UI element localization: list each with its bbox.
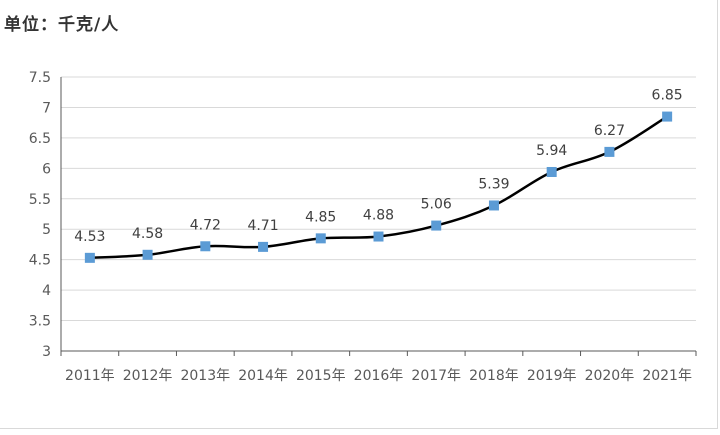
data-label: 4.85 — [305, 209, 336, 225]
y-tick-label: 4 — [42, 283, 51, 299]
axes — [60, 77, 697, 356]
x-axis-ticks: 2011年 2012年 2013年 2014年 2015年 2016年 2017年 2018年… — [65, 368, 692, 384]
y-tick-label: 7.5 — [29, 70, 51, 86]
data-marker — [662, 111, 673, 122]
x-tick-label: 2012年 — [123, 368, 173, 384]
data-marker — [431, 220, 442, 231]
data-marker — [258, 241, 269, 252]
y-tick-label: 6.5 — [29, 131, 51, 147]
data-label: 6.85 — [652, 88, 683, 104]
data-marker — [488, 200, 499, 211]
y-tick-label: 6 — [42, 161, 51, 177]
unit-label: 单位：千克/人 — [4, 15, 120, 35]
data-marker — [315, 233, 326, 244]
y-tick-label: 7 — [42, 100, 51, 116]
data-marker — [200, 241, 211, 252]
y-tick-label: 3.5 — [29, 314, 51, 330]
data-label: 4.53 — [74, 229, 105, 245]
x-tick-label: 2015年 — [296, 368, 346, 384]
y-tick-label: 3 — [42, 344, 51, 360]
data-marker — [84, 252, 95, 263]
data-label: 6.27 — [594, 123, 625, 139]
data-label: 5.06 — [421, 197, 452, 213]
x-tick-label: 2011年 — [65, 368, 115, 384]
x-tick-label: 2016年 — [354, 368, 404, 384]
data-label: 4.72 — [190, 217, 221, 233]
data-label: 4.58 — [132, 226, 163, 242]
x-tick-label: 2013年 — [180, 368, 230, 384]
y-axis-ticks: 3 3.5 4 4.5 5 5.5 6 6.5 7 7.5 — [29, 70, 51, 360]
x-tick-label: 2018年 — [469, 368, 519, 384]
grid-lines — [61, 76, 696, 322]
markers-group — [84, 111, 673, 263]
data-label: 4.88 — [363, 208, 394, 224]
x-tick-label: 2014年 — [238, 368, 288, 384]
x-tick-label: 2021年 — [642, 368, 692, 384]
data-label: 5.94 — [536, 143, 567, 159]
data-marker — [373, 231, 384, 242]
y-tick-label: 5 — [42, 222, 51, 238]
data-label: 4.71 — [247, 218, 278, 234]
data-marker — [546, 166, 557, 177]
data-labels-group: 4.53 4.58 4.72 4.71 4.85 4.88 5.06 5.39 5.94 6.27… — [74, 88, 682, 245]
x-tick-label: 2017年 — [411, 368, 461, 384]
data-marker — [604, 146, 615, 157]
y-tick-label: 5.5 — [29, 192, 51, 208]
x-tick-label: 2019年 — [527, 368, 577, 384]
data-marker — [142, 249, 153, 260]
y-tick-label: 4.5 — [29, 253, 51, 269]
x-tick-label: 2020年 — [585, 368, 635, 384]
data-label: 5.39 — [478, 176, 509, 192]
